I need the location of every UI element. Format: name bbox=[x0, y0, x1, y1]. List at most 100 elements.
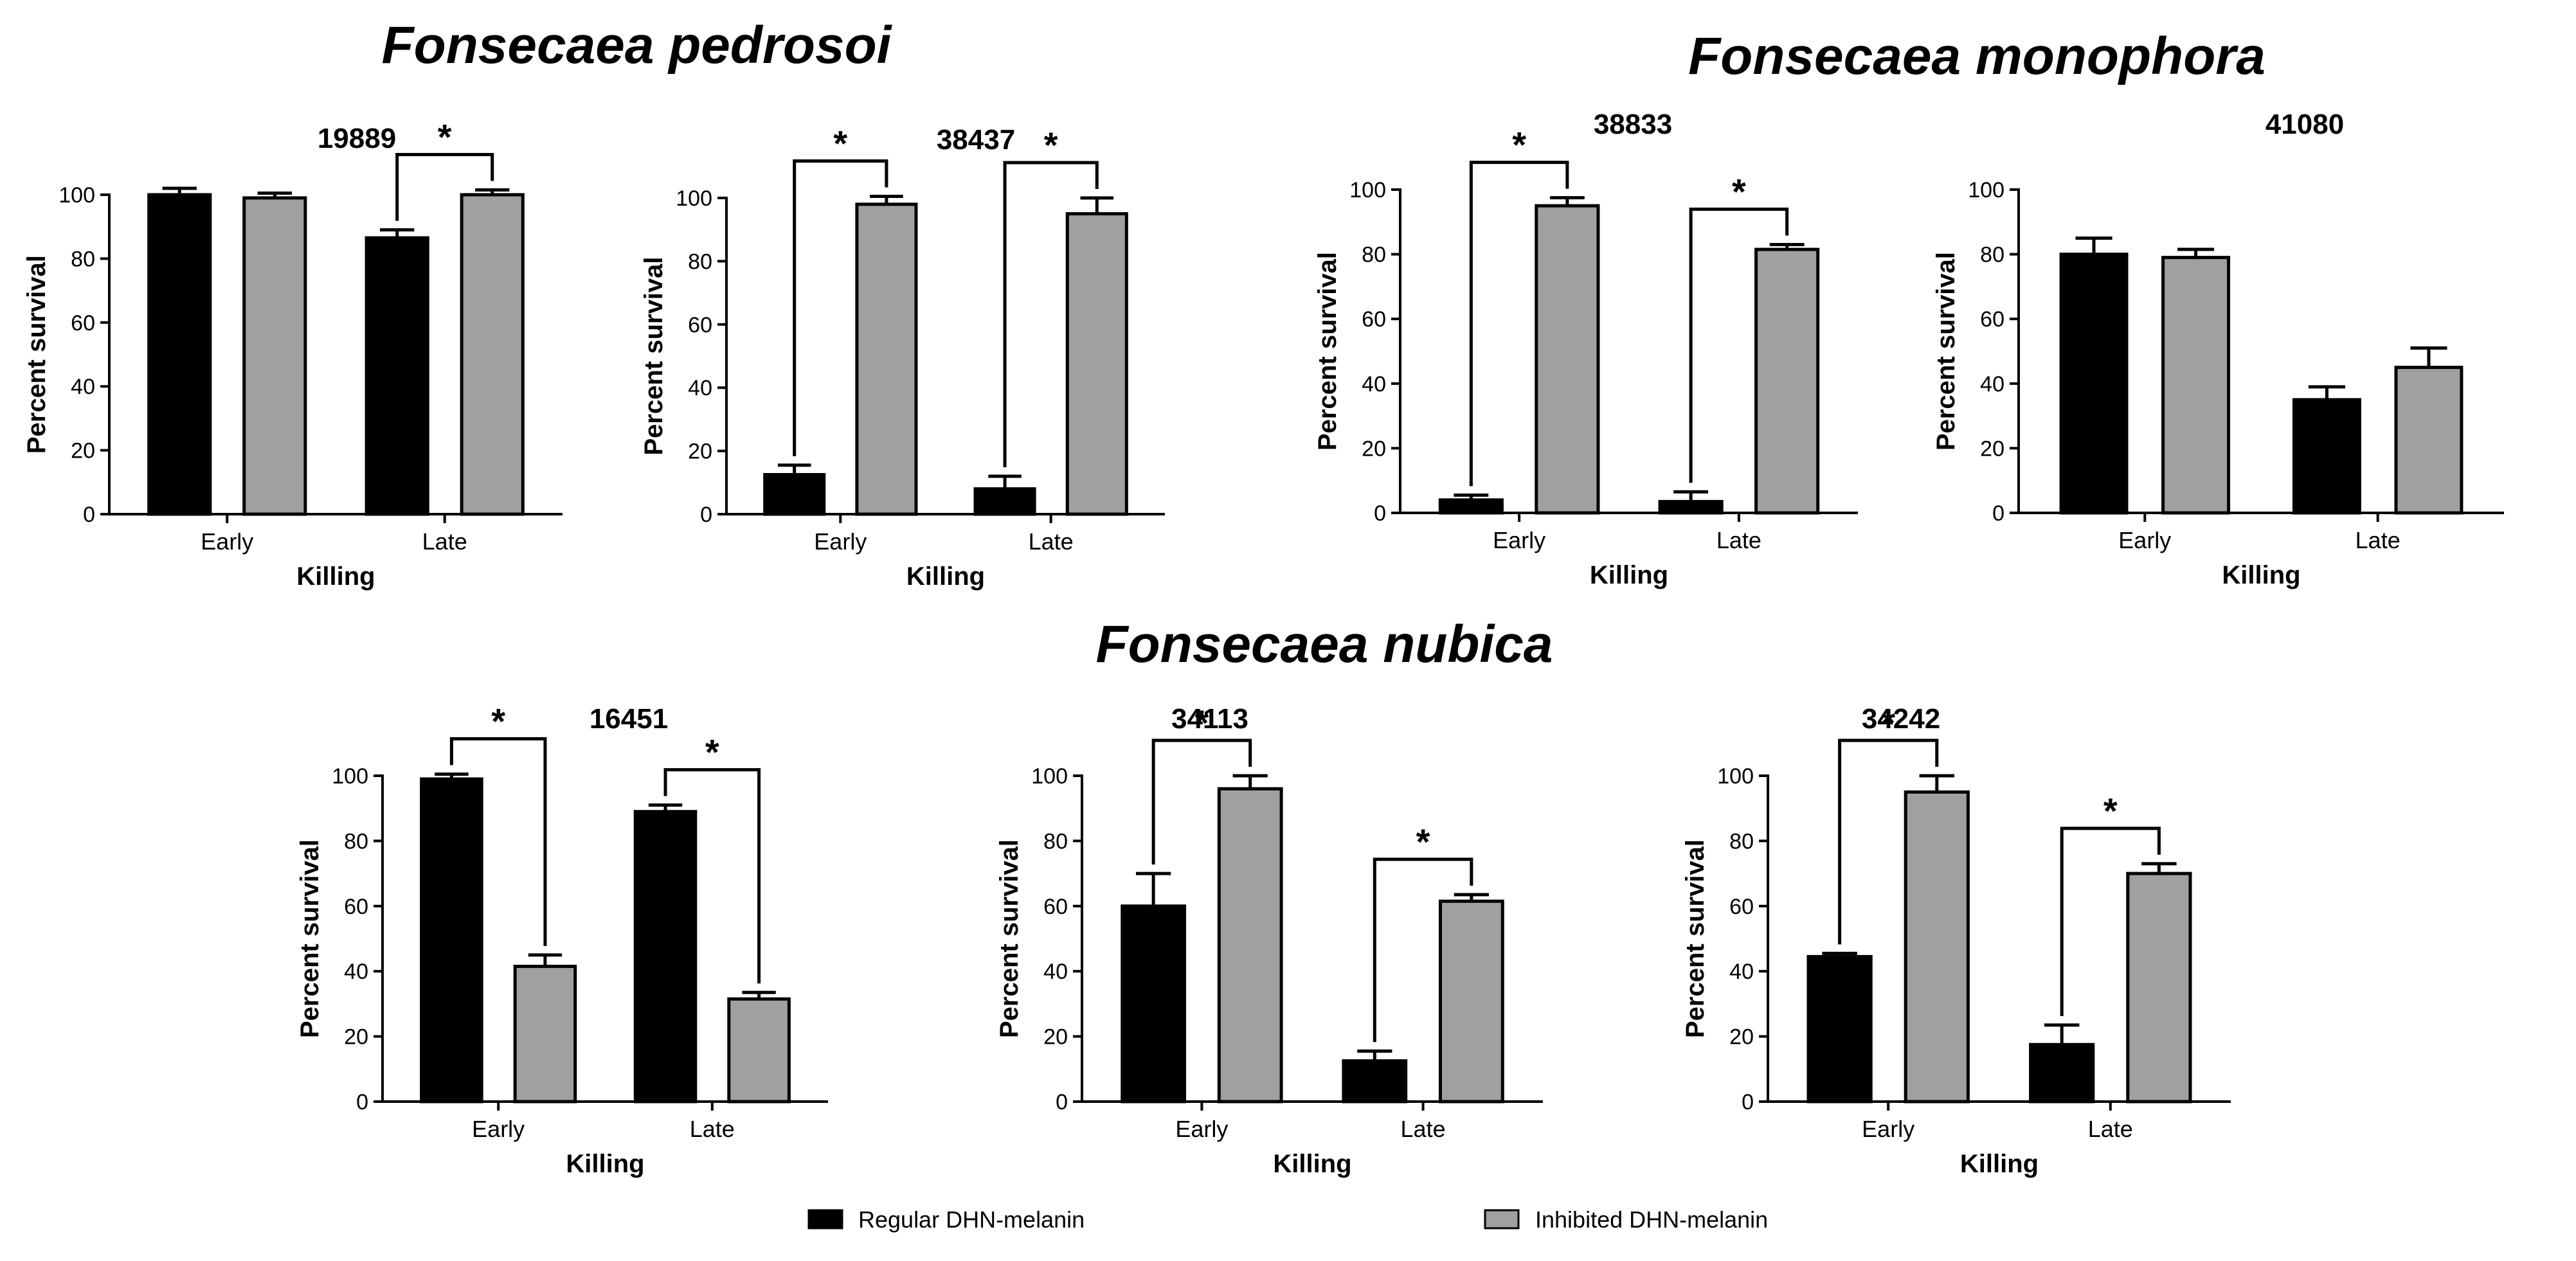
y-tick-label: 0 bbox=[1992, 501, 2004, 526]
significance-bracket bbox=[1373, 857, 1473, 1042]
x-axis-title: Killing bbox=[1273, 1150, 1351, 1178]
chart-panel: 34242 0 20 40 60 80 100 Percent survival Early La… bbox=[1681, 702, 2231, 1178]
significance-star: * bbox=[1044, 125, 1058, 165]
panel-title: 38833 bbox=[1594, 109, 1672, 140]
x-axis-title: Killing bbox=[1960, 1150, 2039, 1178]
x-tick-label: Late bbox=[1029, 528, 1074, 555]
y-tick-label: 20 bbox=[1043, 1025, 1068, 1050]
significance-star: * bbox=[705, 732, 719, 773]
x-tick-label: Early bbox=[1862, 1116, 1914, 1142]
bar bbox=[1754, 247, 1820, 515]
significance-bracket bbox=[2060, 827, 2161, 1016]
significance-bracket bbox=[793, 159, 888, 456]
y-tick-label: 20 bbox=[344, 1025, 368, 1050]
x-axis-title: Killing bbox=[1590, 561, 1668, 589]
panel-title: 16451 bbox=[590, 703, 668, 735]
y-tick-label: 40 bbox=[1362, 372, 1386, 397]
y-tick-label: 0 bbox=[700, 503, 712, 527]
y-tick-label: 20 bbox=[71, 439, 95, 463]
bar bbox=[1217, 787, 1283, 1104]
species-title-pedrosoi: Fonsecaea pedrosoi bbox=[382, 16, 893, 75]
significance-star: * bbox=[491, 701, 505, 741]
y-tick-label: 60 bbox=[344, 895, 368, 919]
bar bbox=[2126, 872, 2192, 1104]
legend: Regular DHN-melanin Inhibited DHN-melani… bbox=[807, 1206, 1768, 1233]
significance-star: * bbox=[438, 117, 452, 157]
significance-star: * bbox=[1195, 702, 1209, 743]
x-tick-label: Late bbox=[1401, 1116, 1446, 1142]
y-tick-label: 20 bbox=[1729, 1025, 1754, 1050]
bar bbox=[763, 473, 826, 516]
chart-panels: 19889 0 20 40 60 80 100 Percent survival Early La… bbox=[23, 109, 2504, 1178]
y-axis-title: Percent survival bbox=[1681, 839, 1709, 1038]
y-tick-label: 100 bbox=[676, 186, 712, 211]
significance-bracket bbox=[449, 737, 547, 946]
bar bbox=[2161, 256, 2231, 515]
y-tick-label: 80 bbox=[344, 829, 368, 854]
legend-label-inhibited: Inhibited DHN-melanin bbox=[1535, 1206, 1768, 1233]
y-tick-label: 60 bbox=[71, 311, 95, 335]
significance-bracket bbox=[663, 768, 761, 984]
y-tick-label: 100 bbox=[332, 764, 368, 789]
y-tick-label: 40 bbox=[71, 375, 95, 399]
y-axis-title: Percent survival bbox=[1313, 252, 1342, 451]
y-tick-label: 60 bbox=[1362, 307, 1386, 332]
bar bbox=[1535, 204, 1600, 515]
bar bbox=[1904, 790, 1970, 1104]
y-tick-label: 100 bbox=[1717, 764, 1754, 789]
bar bbox=[365, 236, 429, 516]
bar bbox=[1342, 1059, 1408, 1104]
y-tick-label: 40 bbox=[1043, 960, 1068, 984]
x-axis-title: Killing bbox=[906, 562, 985, 591]
y-axis-title: Percent survival bbox=[1932, 252, 1960, 451]
y-tick-label: 0 bbox=[1056, 1090, 1068, 1114]
bar bbox=[1806, 954, 1873, 1104]
y-tick-label: 80 bbox=[1729, 829, 1754, 854]
y-tick-label: 20 bbox=[1980, 436, 2004, 461]
y-tick-label: 80 bbox=[1980, 243, 2004, 267]
bar bbox=[1438, 498, 1504, 515]
legend-label-regular: Regular DHN-melanin bbox=[858, 1206, 1085, 1233]
y-axis-title: Percent survival bbox=[995, 839, 1023, 1038]
bar bbox=[147, 193, 212, 516]
panel-title: 34242 bbox=[1862, 703, 1940, 735]
y-tick-label: 80 bbox=[71, 247, 95, 271]
y-tick-label: 60 bbox=[1980, 307, 2004, 332]
y-tick-label: 40 bbox=[1980, 372, 2004, 397]
significance-star: * bbox=[1881, 702, 1895, 743]
y-tick-label: 40 bbox=[1729, 960, 1754, 984]
y-tick-label: 100 bbox=[1031, 764, 1068, 789]
y-axis-title: Percent survival bbox=[296, 839, 324, 1038]
bar bbox=[727, 997, 791, 1104]
significance-bracket bbox=[1689, 208, 1789, 483]
bar bbox=[1438, 899, 1504, 1104]
panel-title: 41080 bbox=[2265, 109, 2344, 140]
bar bbox=[460, 193, 525, 516]
bar bbox=[513, 965, 577, 1104]
bar bbox=[2059, 253, 2129, 515]
x-tick-label: Early bbox=[2118, 527, 2171, 553]
chart-panel: 41080 0 20 40 60 80 100 Percent survival Early La… bbox=[1932, 109, 2504, 589]
bar bbox=[1658, 499, 1724, 515]
chart-panel: 16451 0 20 40 60 80 100 Percent survival Early La… bbox=[296, 701, 828, 1178]
y-axis-title: Percent survival bbox=[640, 256, 668, 455]
x-tick-label: Late bbox=[2088, 1116, 2133, 1142]
x-tick-label: Early bbox=[201, 528, 253, 555]
panel-title: 34113 bbox=[1171, 703, 1248, 735]
x-axis-title: Killing bbox=[2222, 561, 2300, 589]
x-tick-label: Early bbox=[472, 1116, 525, 1142]
y-tick-label: 0 bbox=[356, 1090, 368, 1114]
y-tick-label: 40 bbox=[344, 960, 368, 984]
y-tick-label: 100 bbox=[59, 183, 95, 208]
panel-title: 38437 bbox=[937, 124, 1015, 156]
chart-panel: 38437 0 20 40 60 80 100 Percent survival Early La… bbox=[640, 123, 1165, 591]
legend-swatch-regular bbox=[807, 1209, 843, 1230]
y-tick-label: 60 bbox=[1043, 895, 1068, 919]
bar bbox=[2292, 398, 2361, 515]
x-tick-label: Late bbox=[690, 1116, 735, 1142]
y-tick-label: 20 bbox=[688, 440, 712, 464]
significance-bracket bbox=[1003, 161, 1099, 467]
y-tick-label: 40 bbox=[688, 376, 712, 400]
y-tick-label: 0 bbox=[1742, 1090, 1754, 1114]
